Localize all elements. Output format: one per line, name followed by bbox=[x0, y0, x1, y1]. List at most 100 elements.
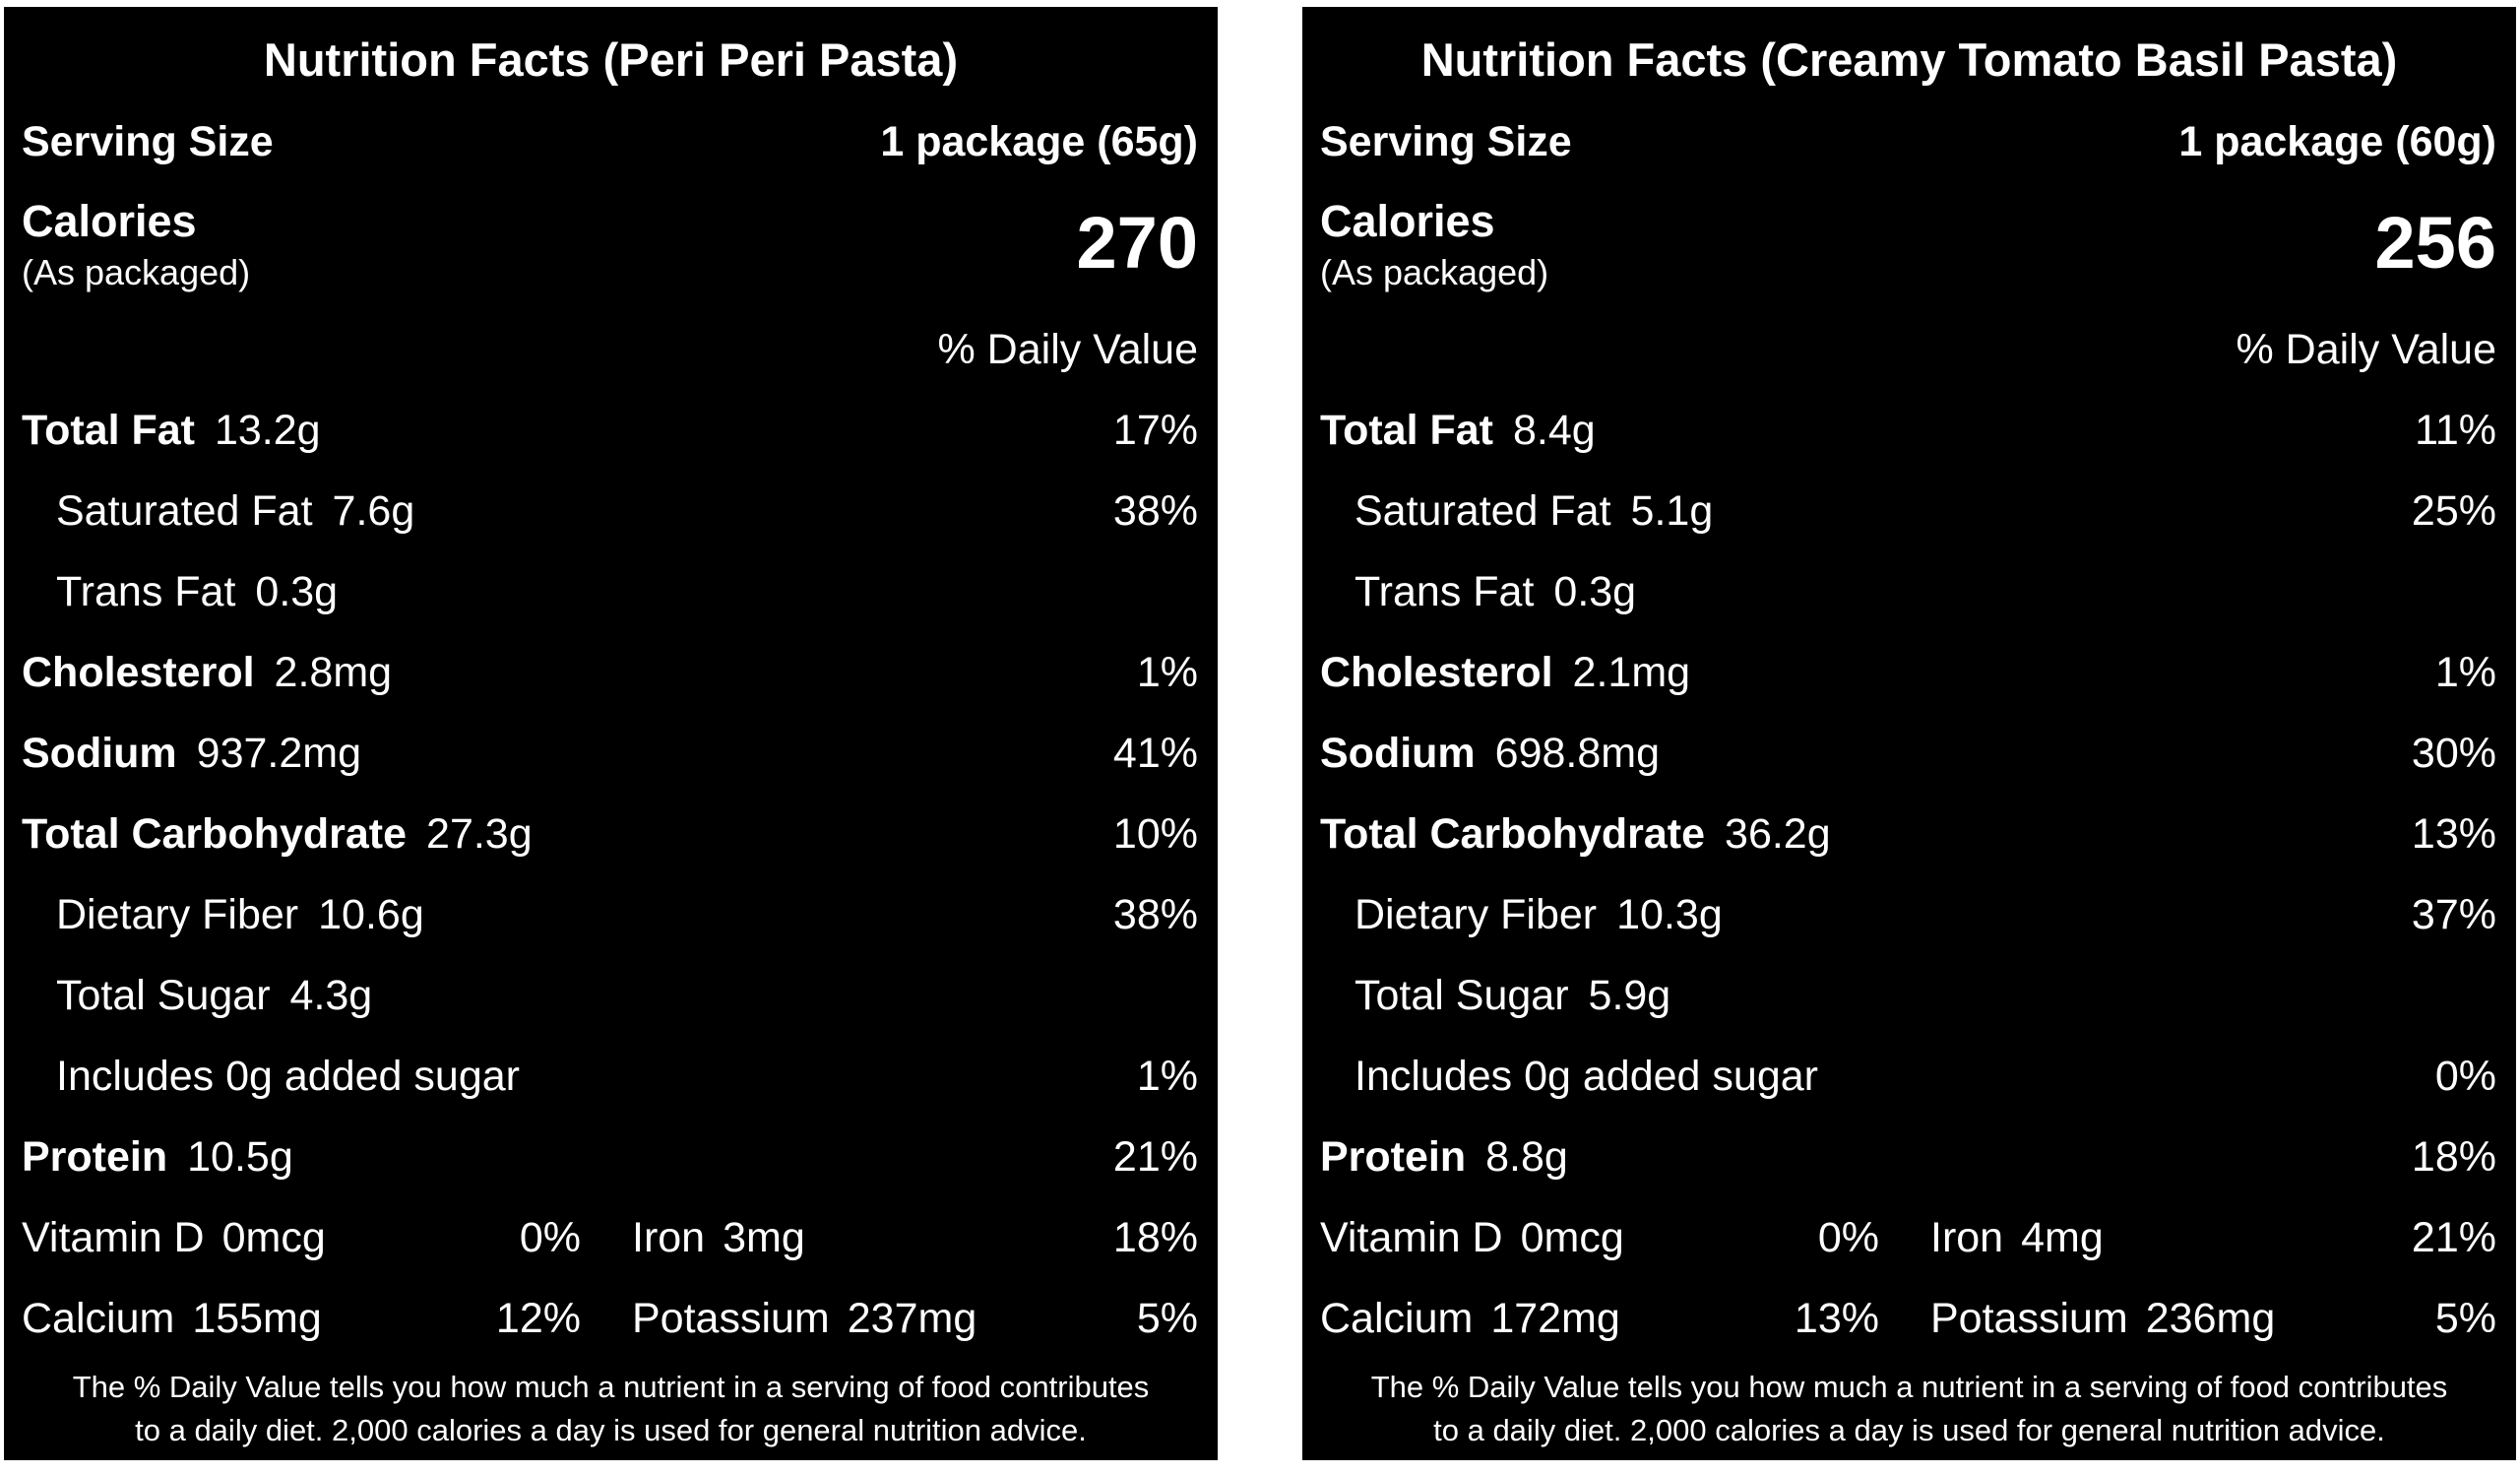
nutrient-row-total-carbohydrate: Total Carbohydrate 36.2g 13% bbox=[1320, 794, 2496, 874]
potassium-dv: 5% bbox=[2434, 1295, 2496, 1342]
vitamin-d-entry: Vitamin D 0mcg bbox=[22, 1197, 326, 1278]
nutrient-name: Dietary Fiber bbox=[56, 891, 299, 938]
nutrient-name: Total Fat bbox=[1320, 407, 1493, 454]
potassium-entry: Potassium 237mg bbox=[632, 1278, 976, 1359]
nutrient-row-total-fat: Total Fat 13.2g 17% bbox=[22, 390, 1198, 471]
iron-dv: 21% bbox=[2411, 1214, 2496, 1261]
calories-subtitle: (As packaged) bbox=[22, 252, 251, 292]
daily-value-header: % Daily Value bbox=[937, 326, 1199, 373]
vitamin-d-dv: 0% bbox=[519, 1214, 581, 1261]
calcium-dv: 12% bbox=[495, 1295, 581, 1342]
nutrient-dv: 37% bbox=[2411, 891, 2496, 938]
nutrient-amount: 2.1mg bbox=[1572, 649, 1691, 696]
vitamin-d-dv: 0% bbox=[1817, 1214, 1879, 1261]
nutrient-row-total-carbohydrate: Total Carbohydrate 27.3g 10% bbox=[22, 794, 1198, 874]
iron-entry: Iron 3mg bbox=[632, 1197, 805, 1278]
nutrient-amount: 10.3g bbox=[1616, 891, 1723, 938]
nutrient-amount: 10.6g bbox=[318, 891, 424, 938]
nutrient-row-added-sugar: Includes 0g added sugar 0% bbox=[1354, 1036, 2496, 1117]
vitamin-amount: 237mg bbox=[847, 1295, 977, 1342]
vitamin-name: Iron bbox=[632, 1214, 706, 1261]
serving-size-value: 1 package (65g) bbox=[880, 118, 1198, 165]
potassium-entry: Potassium 236mg bbox=[1930, 1278, 2275, 1359]
nutrient-name: Total Carbohydrate bbox=[22, 810, 408, 858]
calories-subtitle: (As packaged) bbox=[1320, 252, 1549, 292]
serving-size-row: Serving Size 1 package (65g) bbox=[22, 101, 1198, 182]
nutrient-row-saturated-fat: Saturated Fat 7.6g 38% bbox=[56, 471, 1198, 551]
nutrient-amount: 698.8mg bbox=[1494, 730, 1661, 777]
nutrient-row-trans-fat: Trans Fat 0.3g bbox=[1354, 551, 2496, 632]
nutrient-name: Cholesterol bbox=[22, 649, 255, 696]
nutrition-panel-creamy-tomato: Nutrition Facts (Creamy Tomato Basil Pas… bbox=[1302, 7, 2516, 1460]
nutrient-dv: 17% bbox=[1112, 407, 1198, 454]
iron-dv: 18% bbox=[1112, 1214, 1198, 1261]
nutrient-row-total-sugar: Total Sugar 4.3g bbox=[56, 955, 1198, 1036]
nutrient-amount: 0.3g bbox=[255, 568, 339, 615]
nutrient-dv: 1% bbox=[2434, 649, 2496, 696]
nutrient-name: Trans Fat bbox=[56, 568, 236, 615]
nutrient-amount: 5.9g bbox=[1588, 972, 1671, 1019]
nutrient-dv: 18% bbox=[2411, 1133, 2496, 1181]
nutrient-row-total-fat: Total Fat 8.4g 11% bbox=[1320, 390, 2496, 471]
nutrient-dv: 0% bbox=[2434, 1053, 2496, 1100]
nutrient-name: Cholesterol bbox=[1320, 649, 1553, 696]
panel-title: Nutrition Facts (Peri Peri Pasta) bbox=[263, 33, 959, 86]
calcium-entry: Calcium 155mg bbox=[22, 1278, 322, 1359]
nutrient-dv: 21% bbox=[1112, 1133, 1198, 1181]
vitamin-name: Calcium bbox=[1320, 1295, 1474, 1342]
vitamin-name: Potassium bbox=[632, 1295, 830, 1342]
nutrient-dv: 41% bbox=[1112, 730, 1198, 777]
nutrient-amount: 7.6g bbox=[332, 487, 415, 535]
nutrition-panel-peri-peri: Nutrition Facts (Peri Peri Pasta) Servin… bbox=[4, 7, 1218, 1460]
nutrient-name: Sodium bbox=[1320, 730, 1476, 777]
nutrient-amount: 0.3g bbox=[1553, 568, 1637, 615]
nutrient-name: Total Sugar bbox=[1354, 972, 1569, 1019]
nutrient-name: Total Carbohydrate bbox=[1320, 810, 1706, 858]
vitamin-name: Vitamin D bbox=[22, 1214, 205, 1261]
vitamin-name: Potassium bbox=[1930, 1295, 2128, 1342]
nutrient-dv: 1% bbox=[1136, 649, 1198, 696]
footnote: The % Daily Value tells you how much a n… bbox=[1312, 1366, 2506, 1452]
nutrient-name: Includes 0g added sugar bbox=[1354, 1053, 1818, 1100]
vitamin-amount: 172mg bbox=[1490, 1295, 1620, 1342]
vitamin-name: Vitamin D bbox=[1320, 1214, 1503, 1261]
calories-value: 270 bbox=[1076, 202, 1198, 284]
nutrient-name: Saturated Fat bbox=[56, 487, 313, 535]
serving-size-row: Serving Size 1 package (60g) bbox=[1320, 101, 2496, 182]
nutrient-name: Saturated Fat bbox=[1354, 487, 1611, 535]
nutrient-amount: 5.1g bbox=[1630, 487, 1714, 535]
nutrient-amount: 8.4g bbox=[1512, 407, 1596, 454]
vitamin-amount: 3mg bbox=[723, 1214, 805, 1261]
nutrient-amount: 10.5g bbox=[187, 1133, 293, 1181]
nutrient-row-saturated-fat: Saturated Fat 5.1g 25% bbox=[1354, 471, 2496, 551]
nutrient-name: Includes 0g added sugar bbox=[56, 1053, 520, 1100]
vitamin-d-entry: Vitamin D 0mcg bbox=[1320, 1197, 1624, 1278]
potassium-dv: 5% bbox=[1136, 1295, 1198, 1342]
footnote-line: to a daily diet. 2,000 calories a day is… bbox=[1433, 1413, 2385, 1447]
nutrient-row-cholesterol: Cholesterol 2.1mg 1% bbox=[1320, 632, 2496, 713]
nutrient-row-trans-fat: Trans Fat 0.3g bbox=[56, 551, 1198, 632]
serving-size-label: Serving Size bbox=[1320, 118, 1572, 165]
vitamin-amount: 236mg bbox=[2145, 1295, 2276, 1342]
serving-size-label: Serving Size bbox=[22, 118, 274, 165]
serving-size-value: 1 package (60g) bbox=[2178, 118, 2496, 165]
nutrient-amount: 27.3g bbox=[426, 810, 533, 858]
nutrient-amount: 8.8g bbox=[1485, 1133, 1568, 1181]
nutrient-row-protein: Protein 8.8g 18% bbox=[1320, 1117, 2496, 1197]
vitamin-amount: 0mcg bbox=[221, 1214, 326, 1261]
vitamin-name: Calcium bbox=[22, 1295, 175, 1342]
nutrient-name: Trans Fat bbox=[1354, 568, 1535, 615]
nutrient-dv: 38% bbox=[1112, 487, 1198, 535]
calcium-entry: Calcium 172mg bbox=[1320, 1278, 1620, 1359]
nutrient-row-added-sugar: Includes 0g added sugar 1% bbox=[56, 1036, 1198, 1117]
vitamin-amount: 4mg bbox=[2021, 1214, 2104, 1261]
nutrient-amount: 937.2mg bbox=[196, 730, 362, 777]
nutrient-amount: 2.8mg bbox=[274, 649, 393, 696]
nutrient-name: Total Fat bbox=[22, 407, 195, 454]
iron-entry: Iron 4mg bbox=[1930, 1197, 2104, 1278]
nutrient-row-cholesterol: Cholesterol 2.8mg 1% bbox=[22, 632, 1198, 713]
footnote-line: The % Daily Value tells you how much a n… bbox=[1370, 1370, 2448, 1404]
panel-title: Nutrition Facts (Creamy Tomato Basil Pas… bbox=[1420, 33, 2398, 86]
vitamin-name: Iron bbox=[1930, 1214, 2004, 1261]
nutrient-name: Protein bbox=[1320, 1133, 1467, 1181]
